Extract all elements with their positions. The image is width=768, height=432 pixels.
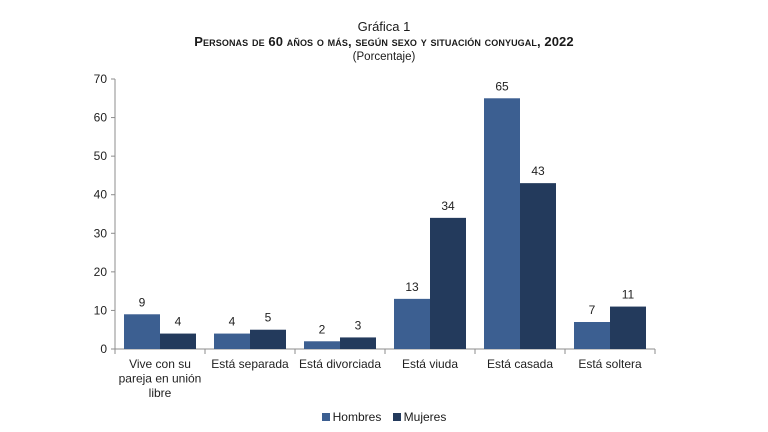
data-label-hombres: 65: [495, 79, 509, 93]
bar-hombres: [124, 314, 160, 349]
y-tick-label: 10: [94, 303, 108, 317]
chart-title: Personas de 60 años o más, según sexo y …: [194, 34, 574, 49]
bar-hombres: [394, 298, 430, 349]
x-category-label: Vive con su: [129, 357, 191, 371]
data-label-mujeres: 34: [441, 199, 455, 213]
data-label-hombres: 7: [589, 303, 596, 317]
bar-hombres: [484, 98, 520, 350]
data-label-hombres: 2: [319, 322, 326, 336]
bar-mujeres: [250, 329, 286, 349]
chart-supertitle: Gráfica 1: [357, 19, 411, 34]
chart-legend: Hombres Mujeres: [0, 410, 768, 424]
bar-mujeres: [430, 217, 466, 349]
legend-swatch-mujeres: [392, 413, 401, 421]
data-label-mujeres: 5: [265, 311, 272, 325]
y-tick-label: 40: [94, 188, 108, 202]
chart-subtitle: (Porcentaje): [352, 51, 416, 63]
data-label-hombres: 13: [405, 280, 419, 294]
bar-mujeres: [340, 337, 376, 349]
y-tick-label: 0: [100, 342, 107, 356]
x-category-label: pareja en unión: [119, 372, 202, 386]
x-category-label: Está viuda: [402, 357, 458, 371]
data-label-mujeres: 43: [531, 164, 545, 178]
legend-item-mujeres: Mujeres: [392, 410, 447, 424]
x-category-label: libre: [149, 386, 172, 400]
bar-hombres: [214, 333, 250, 349]
chart-titles: Gráfica 1 Personas de 60 años o más, seg…: [0, 0, 768, 64]
y-tick-label: 60: [94, 111, 108, 125]
bar-hombres: [304, 341, 340, 349]
data-label-mujeres: 3: [355, 318, 362, 332]
data-label-hombres: 9: [139, 295, 146, 309]
legend-label-mujeres: Mujeres: [403, 410, 447, 424]
legend-swatch-hombres: [321, 413, 330, 421]
x-category-label: Está separada: [211, 357, 289, 371]
data-label-mujeres: 11: [622, 288, 635, 302]
x-category-label: Está soltera: [578, 357, 642, 371]
legend-label-hombres: Hombres: [332, 410, 382, 424]
y-tick-label: 20: [94, 265, 108, 279]
bar-mujeres: [520, 183, 556, 349]
y-tick-label: 30: [94, 226, 108, 240]
y-tick-label: 70: [94, 72, 108, 86]
x-category-label: Está casada: [487, 357, 553, 371]
bar-hombres: [574, 322, 610, 349]
y-tick-label: 50: [94, 149, 108, 163]
x-category-label: Está divorciada: [299, 357, 381, 371]
bar-mujeres: [160, 333, 196, 349]
data-label-hombres: 4: [229, 315, 236, 329]
bar-mujeres: [610, 306, 646, 349]
data-label-mujeres: 4: [175, 315, 182, 329]
legend-item-hombres: Hombres: [321, 410, 382, 424]
